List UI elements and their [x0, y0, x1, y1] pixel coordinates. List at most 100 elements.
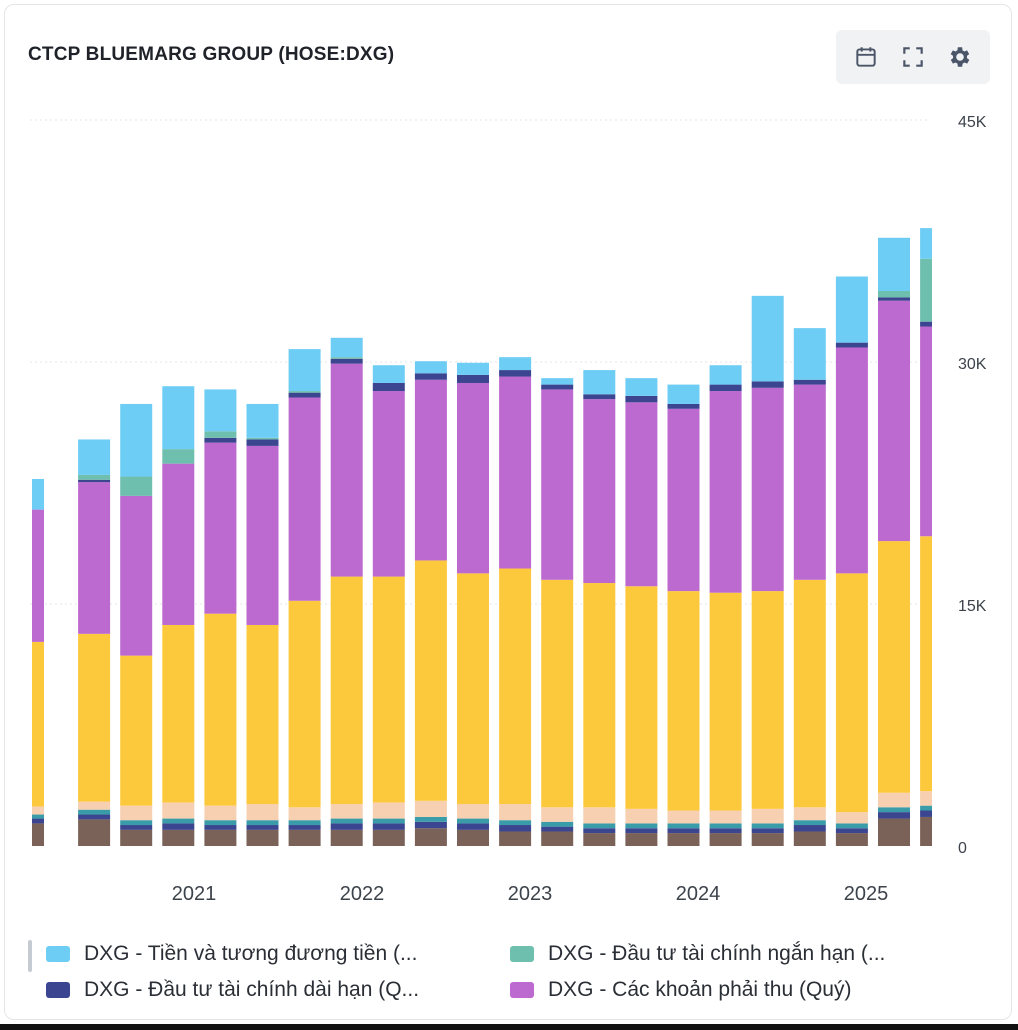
bar-segment[interactable] [625, 808, 658, 824]
bar-segment[interactable] [162, 823, 195, 830]
bar-segment[interactable] [204, 805, 237, 821]
bar-segment[interactable] [120, 403, 153, 477]
bar-segment[interactable] [667, 828, 700, 834]
bar-segment[interactable] [246, 439, 279, 446]
bar-segment[interactable] [246, 624, 279, 805]
bar-segment[interactable] [541, 826, 574, 832]
bar-segment[interactable] [835, 342, 868, 348]
bar-segment[interactable] [625, 833, 658, 846]
bar-segment[interactable] [625, 828, 658, 834]
bar-segment[interactable] [667, 591, 700, 811]
bar-segment[interactable] [414, 800, 447, 817]
bar-stack[interactable] [709, 365, 742, 846]
bar-segment[interactable] [667, 833, 700, 846]
bar-stack[interactable] [162, 386, 195, 846]
bar-segment[interactable] [541, 831, 574, 846]
bar-segment[interactable] [288, 392, 321, 398]
bar-segment[interactable] [541, 807, 574, 822]
bar-segment[interactable] [709, 823, 742, 829]
bar-segment[interactable] [204, 820, 237, 826]
bar-segment[interactable] [204, 431, 237, 438]
bar-segment[interactable] [667, 823, 700, 829]
bar-segment[interactable] [625, 378, 658, 396]
bar-segment[interactable] [541, 378, 574, 385]
bar-segment[interactable] [793, 379, 826, 385]
bar-stack[interactable] [583, 370, 616, 846]
bar-segment[interactable] [499, 357, 532, 371]
bar-segment[interactable] [120, 829, 153, 846]
bar-segment[interactable] [204, 389, 237, 432]
bar-segment[interactable] [246, 445, 279, 625]
bar-segment[interactable] [541, 389, 574, 580]
bar-segment[interactable] [457, 362, 489, 375]
bar-segment[interactable] [78, 482, 111, 634]
bar-segment[interactable] [78, 633, 111, 802]
bar-stack[interactable] [625, 378, 658, 846]
bar-segment[interactable] [330, 357, 363, 359]
bar-segment[interactable] [583, 399, 616, 584]
bar-segment[interactable] [24, 641, 44, 807]
bar-segment[interactable] [457, 804, 489, 819]
bar-segment[interactable] [793, 579, 826, 808]
legend-item-cash[interactable]: DXG - Tiền và tương đương tiền (... [46, 942, 417, 966]
bar-segment[interactable] [920, 791, 952, 806]
bar-segment[interactable] [625, 402, 658, 587]
bar-stack[interactable] [24, 478, 44, 846]
bar-segment[interactable] [920, 805, 952, 811]
bar-segment[interactable] [162, 624, 195, 803]
bar-segment[interactable] [793, 820, 826, 826]
calendar-button[interactable] [850, 41, 882, 73]
bar-segment[interactable] [78, 814, 111, 820]
bar-segment[interactable] [24, 814, 44, 819]
bar-segment[interactable] [793, 384, 826, 580]
bar-segment[interactable] [583, 828, 616, 834]
bar-segment[interactable] [751, 387, 784, 592]
bar-segment[interactable] [162, 463, 195, 625]
bar-segment[interactable] [878, 541, 910, 793]
bar-segment[interactable] [330, 337, 363, 358]
bar-segment[interactable] [372, 365, 405, 383]
legend-scroll-indicator[interactable] [28, 940, 32, 972]
legend-item-long-investment[interactable]: DXG - Đầu tư tài chính dài hạn (Q... [46, 978, 419, 1002]
bar-segment[interactable] [709, 592, 742, 811]
bar-segment[interactable] [751, 823, 784, 829]
settings-button[interactable] [944, 41, 976, 73]
bar-segment[interactable] [288, 820, 321, 826]
bar-segment[interactable] [288, 391, 321, 393]
bar-segment[interactable] [920, 810, 952, 817]
bar-stack[interactable] [120, 403, 153, 846]
bar-stack[interactable] [878, 237, 910, 846]
bar-segment[interactable] [162, 386, 195, 450]
bar-segment[interactable] [541, 821, 574, 827]
bar-segment[interactable] [878, 807, 910, 813]
bar-segment[interactable] [583, 807, 616, 824]
bar-segment[interactable] [835, 276, 868, 343]
bar-segment[interactable] [120, 805, 153, 821]
bar-segment[interactable] [793, 831, 826, 846]
bar-segment[interactable] [793, 825, 826, 832]
bar-segment[interactable] [372, 829, 405, 846]
bar-segment[interactable] [667, 384, 700, 404]
bar-segment[interactable] [835, 828, 868, 834]
bar-segment[interactable] [246, 820, 279, 826]
bar-segment[interactable] [24, 509, 44, 642]
bar-segment[interactable] [372, 823, 405, 830]
bar-segment[interactable] [457, 829, 489, 846]
bar-segment[interactable] [372, 576, 405, 803]
bar-segment[interactable] [162, 818, 195, 824]
bar-segment[interactable] [457, 382, 489, 574]
bar-segment[interactable] [920, 326, 952, 537]
bar-segment[interactable] [24, 823, 44, 846]
bar-segment[interactable] [414, 373, 447, 380]
bar-segment[interactable] [709, 391, 742, 593]
bar-segment[interactable] [246, 804, 279, 821]
bar-segment[interactable] [499, 370, 532, 377]
bar-segment[interactable] [835, 833, 868, 846]
bar-segment[interactable] [414, 816, 447, 822]
bar-segment[interactable] [120, 655, 153, 806]
bar-segment[interactable] [330, 829, 363, 846]
bar-segment[interactable] [372, 382, 405, 392]
bar-segment[interactable] [330, 818, 363, 824]
bar-segment[interactable] [751, 833, 784, 846]
bar-segment[interactable] [709, 828, 742, 834]
